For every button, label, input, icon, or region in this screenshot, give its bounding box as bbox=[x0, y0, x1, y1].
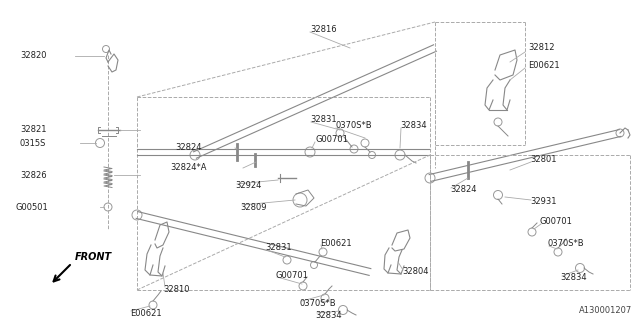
Text: 32801: 32801 bbox=[530, 156, 557, 164]
Text: G00501: G00501 bbox=[15, 203, 48, 212]
Text: E00621: E00621 bbox=[528, 60, 559, 69]
Text: 32834: 32834 bbox=[315, 310, 342, 319]
Text: 32804: 32804 bbox=[402, 268, 429, 276]
Text: A130001207: A130001207 bbox=[579, 306, 632, 315]
Text: 32809: 32809 bbox=[240, 203, 266, 212]
Text: 32831: 32831 bbox=[265, 244, 292, 252]
Text: 32820: 32820 bbox=[20, 52, 47, 60]
Text: 32824*A: 32824*A bbox=[170, 164, 207, 172]
Text: 32821: 32821 bbox=[20, 125, 47, 134]
Text: 32810: 32810 bbox=[163, 285, 189, 294]
Text: 32826: 32826 bbox=[20, 171, 47, 180]
Text: 32824: 32824 bbox=[450, 186, 477, 195]
Text: 0370S*B: 0370S*B bbox=[547, 239, 584, 249]
Text: 32816: 32816 bbox=[310, 26, 337, 35]
Text: 32812: 32812 bbox=[528, 44, 554, 52]
Text: 32931: 32931 bbox=[530, 197, 557, 206]
Text: G00701: G00701 bbox=[275, 270, 308, 279]
Text: 0370S*B: 0370S*B bbox=[335, 122, 372, 131]
Text: 32834: 32834 bbox=[400, 122, 427, 131]
Text: G00701: G00701 bbox=[315, 135, 348, 145]
Text: E00621: E00621 bbox=[320, 238, 351, 247]
Text: 0370S*B: 0370S*B bbox=[300, 299, 337, 308]
Text: 32831: 32831 bbox=[310, 116, 337, 124]
Text: 32924: 32924 bbox=[235, 181, 261, 190]
Text: 32834: 32834 bbox=[560, 274, 587, 283]
Text: FRONT: FRONT bbox=[75, 252, 112, 262]
Text: E00621: E00621 bbox=[130, 308, 162, 317]
Text: 0315S: 0315S bbox=[20, 139, 46, 148]
Text: G00701: G00701 bbox=[540, 218, 573, 227]
Text: 32824: 32824 bbox=[175, 143, 202, 153]
